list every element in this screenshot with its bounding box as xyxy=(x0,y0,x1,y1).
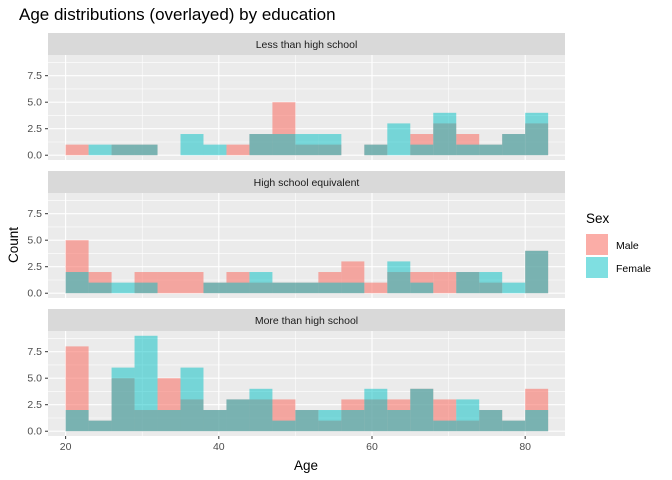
bar-female xyxy=(525,112,549,156)
bar-female xyxy=(134,335,158,432)
bar-male xyxy=(226,144,250,156)
bar-female xyxy=(502,282,526,294)
bar-female xyxy=(272,420,296,432)
x-tick-label: 20 xyxy=(60,441,72,453)
bar-female xyxy=(180,367,204,432)
y-tick-label: 5.0 xyxy=(27,373,42,385)
bar-female xyxy=(134,144,158,156)
facet-strip-label: High school equivalent xyxy=(254,177,360,189)
y-axis-title: Count xyxy=(6,227,21,263)
bar-male xyxy=(433,272,457,294)
facet-panel-3: More than high school 0.0 2.5 5.0 7.5 xyxy=(27,309,565,438)
facet-panel-1: Less than high school 0.0 2.5 5.0 7.5 xyxy=(27,33,565,162)
y-tick-label: 2.5 xyxy=(27,123,42,135)
bar-female xyxy=(111,144,135,156)
bar-female xyxy=(479,272,503,294)
bar-female xyxy=(203,410,227,432)
bar-female xyxy=(111,367,135,432)
bar-female xyxy=(157,410,181,432)
x-tick-label: 80 xyxy=(519,441,531,453)
y-tick-label: 7.5 xyxy=(27,70,42,82)
bar-female xyxy=(203,144,227,156)
bar-male xyxy=(65,144,89,156)
facet-strip xyxy=(48,33,565,55)
bar-female xyxy=(249,134,273,156)
y-tick-label: 2.5 xyxy=(27,399,42,411)
bar-female xyxy=(180,134,204,156)
bar-female xyxy=(479,410,503,432)
legend-title: Sex xyxy=(586,211,610,226)
bar-female xyxy=(341,282,365,294)
bar-female xyxy=(525,410,549,432)
bar-female xyxy=(387,123,411,156)
legend-label-male: Male xyxy=(616,240,639,252)
y-tick-label: 5.0 xyxy=(27,97,42,109)
bar-female xyxy=(226,282,250,294)
y-tick-label: 2.5 xyxy=(27,261,42,273)
bar-female xyxy=(433,112,457,156)
legend-label-female: Female xyxy=(616,263,651,275)
bar-female xyxy=(111,282,135,294)
bar-female xyxy=(88,282,112,294)
bar-female xyxy=(410,282,434,294)
x-tick-label: 60 xyxy=(366,441,378,453)
facet-strip xyxy=(48,171,565,193)
bar-male xyxy=(180,272,204,294)
legend: Sex Male Female xyxy=(586,211,651,278)
bar-female xyxy=(502,134,526,156)
bar-female xyxy=(65,272,89,294)
legend-key-female xyxy=(586,257,608,278)
bar-female xyxy=(318,134,342,156)
bar-female xyxy=(456,272,480,294)
bar-female xyxy=(88,144,112,156)
bar-female xyxy=(318,410,342,432)
bar-female xyxy=(134,282,158,294)
bar-female xyxy=(479,144,503,156)
bar-female xyxy=(272,134,296,156)
y-tick-label: 0.0 xyxy=(27,288,42,300)
y-tick-label: 5.0 xyxy=(27,235,42,247)
bar-female xyxy=(433,420,457,432)
chart-title: Age distributions (overlayed) by educati… xyxy=(19,5,336,24)
bar-female xyxy=(341,410,365,432)
bar-female xyxy=(364,144,388,156)
bar-female xyxy=(387,410,411,432)
bar-female xyxy=(295,134,319,156)
facet-strip-label: More than high school xyxy=(255,315,358,327)
y-tick-label: 0.0 xyxy=(27,150,42,162)
y-tick-label: 0.0 xyxy=(27,426,42,438)
bar-female xyxy=(203,282,227,294)
x-axis-title: Age xyxy=(294,458,318,473)
bar-female xyxy=(456,144,480,156)
bar-female xyxy=(525,250,549,294)
legend-key-male xyxy=(586,234,608,255)
bar-female xyxy=(456,399,480,432)
y-tick-label: 7.5 xyxy=(27,346,42,358)
bar-female xyxy=(502,420,526,432)
y-tick-label: 7.5 xyxy=(27,208,42,220)
bar-female xyxy=(295,410,319,432)
bar-female xyxy=(410,388,434,432)
bar-female xyxy=(410,144,434,156)
facet-strip xyxy=(48,309,565,331)
bar-female xyxy=(364,388,388,432)
bar-female xyxy=(387,261,411,294)
bar-female xyxy=(272,282,296,294)
bar-female xyxy=(226,399,250,432)
x-tick-label: 40 xyxy=(213,441,225,453)
facet-strip-label: Less than high school xyxy=(256,39,358,51)
bar-female xyxy=(318,282,342,294)
bar-female xyxy=(65,410,89,432)
bar-female xyxy=(295,282,319,294)
bar-male xyxy=(157,272,181,294)
bar-female xyxy=(88,420,112,432)
bar-female xyxy=(249,272,273,294)
bar-female xyxy=(249,388,273,432)
facet-panel-2: High school equivalent 0.0 2.5 5.0 7.5 xyxy=(27,171,565,300)
bar-male xyxy=(364,282,388,294)
